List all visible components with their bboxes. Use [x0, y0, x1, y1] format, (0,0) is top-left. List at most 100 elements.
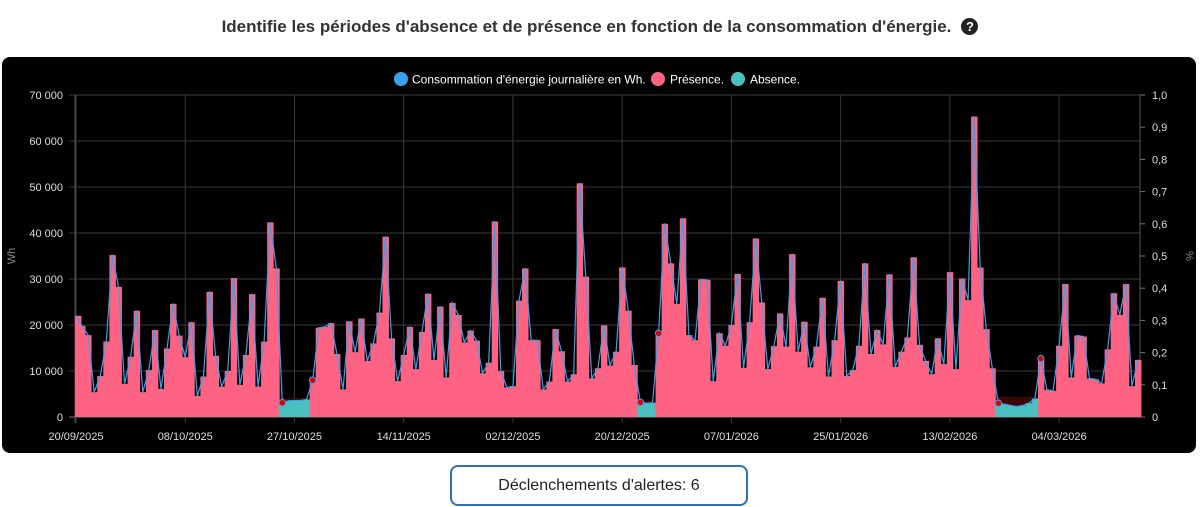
- presence-bar: [230, 278, 238, 417]
- data-point: [615, 351, 617, 353]
- x-tick-label: 20/12/2025: [595, 431, 650, 443]
- question-circle-icon[interactable]: ?: [961, 18, 979, 35]
- y2-tick-label: 0,8: [1152, 154, 1167, 166]
- presence-bar: [898, 351, 905, 417]
- x-tick-label: 14/11/2025: [377, 431, 431, 443]
- presence-bar: [75, 315, 82, 417]
- presence-bar: [849, 370, 857, 417]
- y2-tick-label: 0,3: [1152, 315, 1167, 327]
- data-point: [1125, 283, 1127, 285]
- data-point: [670, 262, 672, 264]
- presence-bar: [443, 377, 450, 417]
- presence-bar: [825, 376, 832, 417]
- x-tick-label: 02/12/2025: [485, 431, 540, 443]
- legend-presence-label[interactable]: Présence.: [670, 73, 724, 87]
- data-point: [900, 351, 902, 353]
- presence-bar: [528, 340, 535, 417]
- presence-bar: [1110, 293, 1118, 417]
- data-point: [1131, 385, 1133, 387]
- legend-consumption-marker[interactable]: [394, 72, 408, 86]
- y-tick-label: 20 000: [29, 320, 63, 332]
- presence-bar: [904, 337, 911, 417]
- data-point: [512, 385, 514, 387]
- data-point: [882, 343, 884, 345]
- data-point: [548, 380, 550, 383]
- presence-bar: [133, 310, 141, 417]
- presence-bar: [716, 333, 723, 417]
- data-point: [202, 375, 205, 378]
- presence-bar: [874, 330, 881, 417]
- presence-bar: [880, 344, 887, 417]
- data-point: [111, 254, 114, 256]
- presence-bar: [867, 353, 875, 417]
- data-point: [421, 331, 423, 333]
- data-point: [542, 388, 544, 390]
- data-point: [1094, 378, 1097, 380]
- data-point: [918, 344, 921, 346]
- data-point: [148, 369, 150, 371]
- y2-tick-label: 0,7: [1152, 187, 1167, 199]
- y2-tick-label: 0: [1152, 412, 1158, 424]
- data-point: [1100, 382, 1103, 385]
- legend-absence-label[interactable]: Absence.: [750, 73, 800, 87]
- data-point: [372, 342, 374, 344]
- data-point: [894, 366, 896, 368]
- alert-point: [278, 399, 287, 407]
- absence-bar: [643, 403, 650, 417]
- data-point: [1034, 398, 1036, 400]
- alerts-count-button[interactable]: Déclenchements d'alertes: 6: [450, 465, 748, 506]
- data-point: [239, 384, 241, 386]
- y-tick-label: 50 000: [29, 182, 63, 194]
- presence-bar: [819, 297, 826, 417]
- data-point: [791, 253, 793, 255]
- data-point: [1088, 377, 1091, 379]
- data-point: [761, 301, 763, 304]
- absence-bar: [637, 402, 644, 417]
- presence-bar: [619, 267, 626, 417]
- presence-bar: [916, 344, 923, 417]
- presence-bar: [752, 238, 760, 417]
- data-point: [912, 256, 915, 258]
- presence-bar: [1062, 284, 1069, 417]
- data-point: [488, 362, 490, 364]
- legend-presence-marker[interactable]: [651, 72, 665, 86]
- data-point: [500, 370, 502, 372]
- absence-bar: [649, 402, 656, 417]
- presence-bar: [333, 353, 341, 417]
- data-point: [1046, 389, 1048, 391]
- presence-bar: [685, 335, 693, 417]
- data-point: [87, 334, 89, 336]
- presence-bar: [607, 365, 614, 417]
- data-point: [1052, 390, 1054, 392]
- grid: [69, 94, 1145, 423]
- presence-bar: [121, 383, 128, 417]
- presence-bar: [813, 346, 820, 417]
- presence-bar: [85, 335, 92, 417]
- data-point: [979, 266, 981, 269]
- presence-bar: [740, 367, 747, 417]
- presence-bar: [1056, 345, 1063, 417]
- y2-tick-label: 0,5: [1152, 251, 1167, 263]
- data-point: [603, 324, 605, 327]
- presence-bar: [722, 345, 729, 417]
- presence-bar: [758, 302, 766, 417]
- data-point: [1064, 283, 1066, 285]
- legend-consumption-label[interactable]: Consommation d'énergie journalière en Wh…: [412, 73, 646, 87]
- data-point: [609, 364, 611, 367]
- presence-bar: [503, 387, 511, 417]
- presence-bar: [552, 329, 559, 417]
- data-point: [749, 321, 751, 323]
- data-point: [840, 280, 842, 282]
- presence-bar: [109, 255, 116, 417]
- data-point: [579, 182, 581, 184]
- alert-point: [1037, 354, 1045, 363]
- data-point: [573, 373, 575, 375]
- data-point: [93, 391, 95, 393]
- presence-bar: [946, 272, 954, 417]
- presence-bar: [958, 278, 966, 417]
- presence-bar: [764, 369, 772, 417]
- legend-absence-marker[interactable]: [731, 72, 745, 86]
- data-point: [245, 354, 247, 356]
- absence-bar: [995, 403, 1002, 417]
- presence-bar: [273, 268, 280, 417]
